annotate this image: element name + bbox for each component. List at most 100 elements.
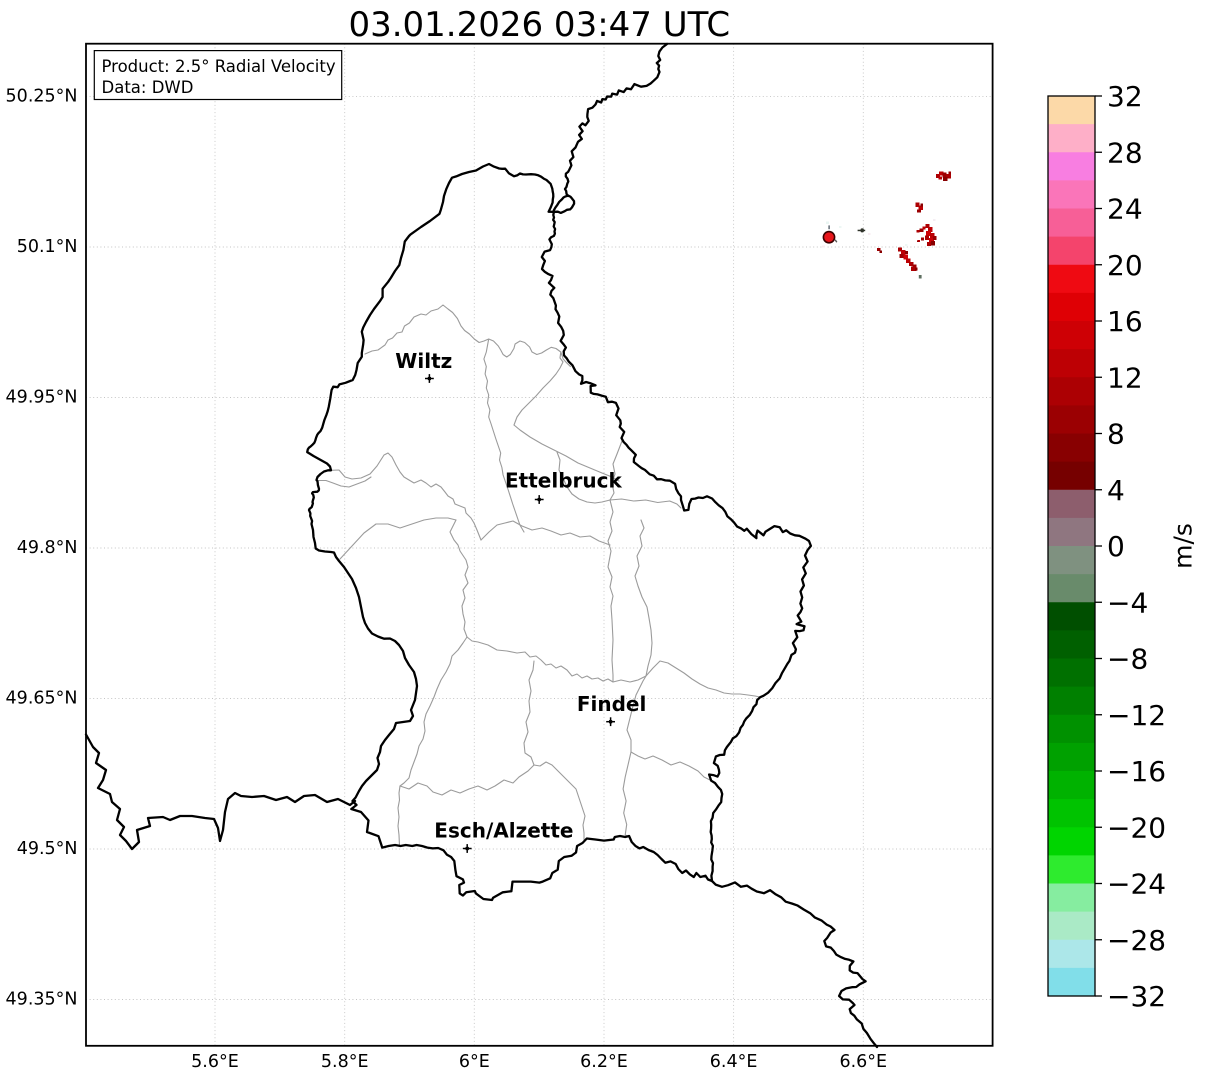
colorbar-tick-label: −20 [1107,811,1166,844]
colorbar-band [1048,517,1095,547]
lat-tick-label: 49.8°N [17,538,78,558]
district-border-echternach_s [609,498,682,509]
radar-echo-bin [868,233,871,235]
radar-echo-bin [922,226,926,230]
radar-echo-bin [919,228,924,232]
radar-echo-bin [899,254,904,258]
radar-echo-bin [912,264,917,268]
radar-echo-bin [918,205,923,210]
radar-echo-bin [917,240,919,242]
colorbar-tick-label: −4 [1107,586,1148,619]
colorbar-band [1048,883,1095,913]
district-border-wiltz_se [483,338,525,533]
radar-echo-bin [948,171,951,175]
city-marker-center [465,846,469,851]
city-wiltz: Wiltz [395,349,452,383]
colorbar-band [1048,742,1095,772]
radar-echo-bin [920,203,923,207]
colorbar: 32 28 24 20 16 12 8 4 0 −4 −8 −12 −16 −20 −24 −28 −32 m/… [1047,80,1198,1013]
city-esch-alzette: Esch/Alzette [434,819,574,853]
info-data-line: Data: DWD [102,78,194,97]
lon-tick-label: 5.6°E [191,1052,239,1072]
radar-echo-bin [918,275,922,279]
colorbar-tick-label: −24 [1107,868,1166,901]
district-border-clervaux_s [364,304,571,368]
district-border-mersch_w [449,519,469,638]
district-border-vianden_s [513,424,620,482]
colorbar-band [1048,799,1095,828]
radar-echo-bin [879,250,882,253]
radar-echo-bin [946,174,951,179]
colorbar-band [1048,658,1095,688]
radar-echo-bin [921,237,924,241]
city-label: Esch/Alzette [434,819,573,843]
radar-echo-bin [916,230,920,233]
district-border-lux_w [523,660,535,766]
radar-echo-bin [930,233,935,238]
city-label: Wiltz [395,349,452,373]
colorbar-band [1048,208,1095,238]
country-border-luxembourg [306,162,813,902]
colorbar-band [1048,433,1095,463]
colorbar-band [1048,180,1095,209]
lat-tick-label: 49.95°N [6,388,78,408]
radar-echo-bin [931,241,935,246]
city-marker-center [537,497,541,502]
colorbar-band [1048,855,1095,884]
lat-tick-label: 49.5°N [17,839,78,859]
district-border-mersch_e [634,519,653,677]
colorbar-tick-label: −28 [1107,924,1166,957]
lon-tick-label: 6.6°E [839,1052,887,1072]
colorbar-tick-label: −8 [1107,643,1148,676]
radar-echo-bin [933,219,936,221]
radar-echo-bin [909,262,914,266]
radar-echo-bin [905,251,908,254]
product-info-box: Product: 2.5° Radial Velocity Data: DWD [93,49,343,101]
colorbar-band [1048,939,1095,969]
district-border-diekirch_e [556,451,611,504]
colorbar-tick-label: 4 [1107,474,1125,507]
lon-tick-label: 5.8°E [321,1052,369,1072]
district-borders [317,304,761,847]
district-border-esch_n [399,761,586,841]
lon-tick-label: 6.4°E [710,1052,758,1072]
colorbar-band [1048,264,1095,294]
city-marker-center [427,376,431,381]
district-border-wiltz_s [330,452,482,541]
colorbar-tick-label: 32 [1107,80,1143,113]
colorbar-band [1048,827,1095,856]
colorbar-tick-label: 28 [1107,136,1143,169]
colorbar-tick-label: −16 [1107,755,1166,788]
colorbar-band [1048,405,1095,434]
radar-echo-bin [926,231,931,236]
radar-echo-bin [901,250,906,255]
colorbar-band [1048,236,1095,266]
colorbar-band [1048,349,1095,378]
radar-echo-bin [826,221,829,224]
colorbar-ticks: 32 28 24 20 16 12 8 4 0 −4 −8 −12 −16 −20 −24 −28 −32 [1095,80,1166,1013]
district-border-rambrouch [317,476,372,488]
radar-echo-bin [903,254,908,260]
colorbar-band [1048,602,1095,631]
radar-echo-bin [911,266,917,271]
lat-tick-label: 50.1°N [17,237,78,257]
district-border-remich_n [630,751,711,781]
district-border-grevenmacher_w [607,440,623,683]
country-border-france-germany [710,879,879,1049]
colorbar-band [1048,489,1095,519]
colorbar-tick-label: 20 [1107,249,1143,282]
colorbar-band [1048,321,1095,350]
lat-tick-label: 50.25°N [6,86,78,106]
radar-echo-bin [939,171,944,176]
colorbar-band [1048,124,1095,153]
colorbar-band [1048,377,1095,406]
radar-echo-bin [929,238,934,243]
radar-echo-bin [822,245,825,248]
colorbar-band [1048,686,1095,716]
latitude-tick-labels: 50.25°N 50.1°N 49.95°N 49.8°N 49.65°N 49.5°N 4… [6,86,78,1009]
colorbar-band [1048,714,1095,744]
district-border-diekirch_s [480,520,611,546]
district-border-lux_n [466,636,761,698]
radar-echo-bin [906,258,911,263]
